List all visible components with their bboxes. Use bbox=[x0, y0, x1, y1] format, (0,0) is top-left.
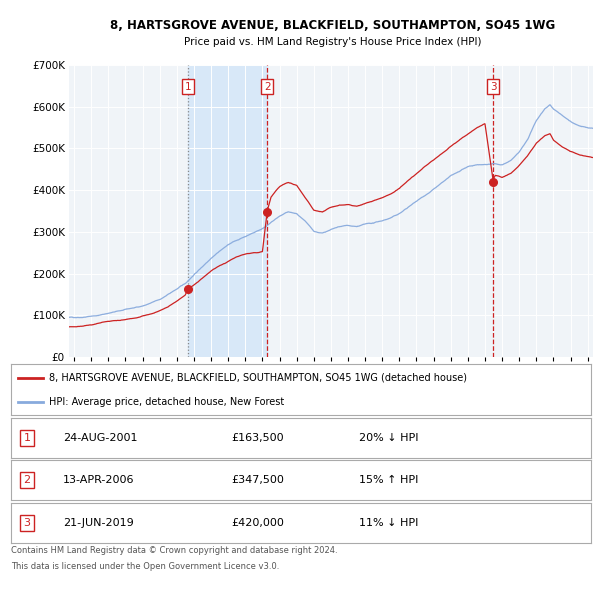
Bar bbox=[188, 65, 267, 357]
Text: 3: 3 bbox=[23, 518, 31, 527]
Text: Price paid vs. HM Land Registry's House Price Index (HPI): Price paid vs. HM Land Registry's House … bbox=[184, 37, 482, 47]
Text: 24-AUG-2001: 24-AUG-2001 bbox=[63, 433, 137, 442]
Text: 21-JUN-2019: 21-JUN-2019 bbox=[63, 518, 134, 527]
Text: 20% ↓ HPI: 20% ↓ HPI bbox=[359, 433, 418, 442]
Text: This data is licensed under the Open Government Licence v3.0.: This data is licensed under the Open Gov… bbox=[11, 562, 279, 571]
Text: 8, HARTSGROVE AVENUE, BLACKFIELD, SOUTHAMPTON, SO45 1WG: 8, HARTSGROVE AVENUE, BLACKFIELD, SOUTHA… bbox=[110, 19, 556, 32]
Text: 1: 1 bbox=[23, 433, 31, 442]
Text: Contains HM Land Registry data © Crown copyright and database right 2024.: Contains HM Land Registry data © Crown c… bbox=[11, 546, 337, 555]
Text: 11% ↓ HPI: 11% ↓ HPI bbox=[359, 518, 418, 527]
Text: £163,500: £163,500 bbox=[231, 433, 284, 442]
Text: 3: 3 bbox=[490, 81, 496, 91]
Text: 13-APR-2006: 13-APR-2006 bbox=[63, 476, 134, 485]
Text: £347,500: £347,500 bbox=[231, 476, 284, 485]
Text: 1: 1 bbox=[185, 81, 191, 91]
Text: 2: 2 bbox=[264, 81, 271, 91]
Text: 15% ↑ HPI: 15% ↑ HPI bbox=[359, 476, 418, 485]
Text: £420,000: £420,000 bbox=[231, 518, 284, 527]
Text: 2: 2 bbox=[23, 476, 31, 485]
Text: HPI: Average price, detached house, New Forest: HPI: Average price, detached house, New … bbox=[49, 396, 284, 407]
Text: 8, HARTSGROVE AVENUE, BLACKFIELD, SOUTHAMPTON, SO45 1WG (detached house): 8, HARTSGROVE AVENUE, BLACKFIELD, SOUTHA… bbox=[49, 373, 467, 383]
